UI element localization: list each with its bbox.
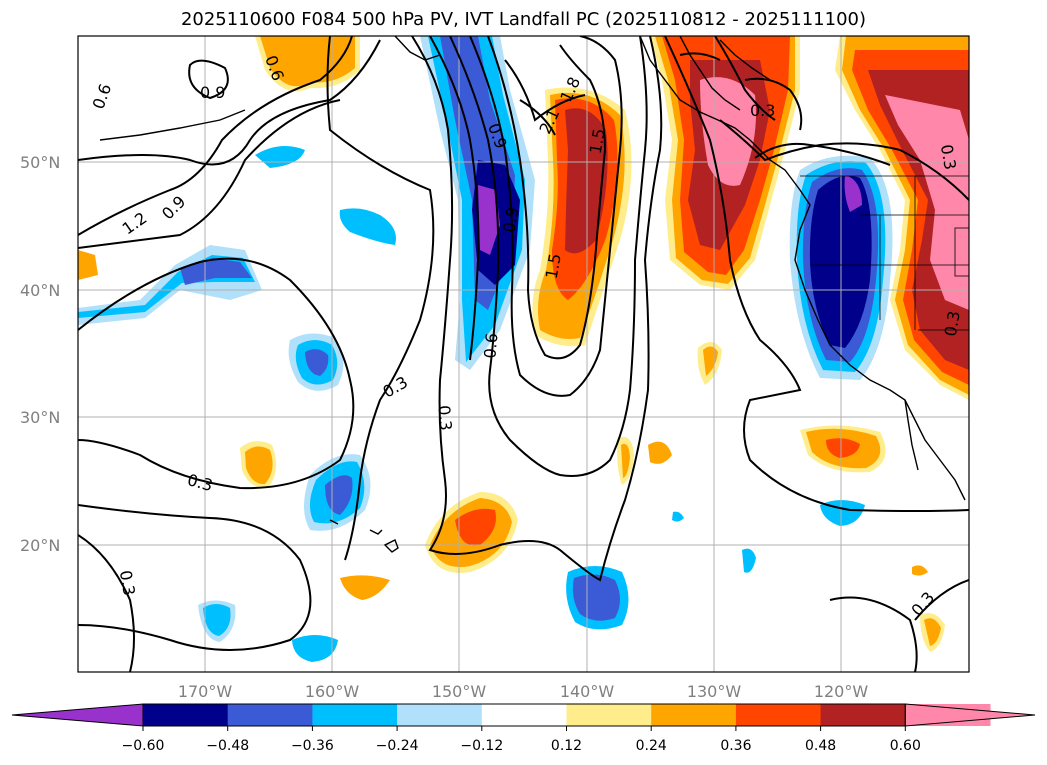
- colorbar-segment: [227, 704, 313, 726]
- colorbar-tick-label: −0.60: [122, 738, 165, 754]
- colorbar-tick-label: −0.36: [291, 738, 334, 754]
- map-frame: [77, 35, 970, 673]
- figure-title: 2025110600 F084 500 hPa PV, IVT Landfall…: [180, 9, 867, 30]
- positive-anomaly-140w: [532, 87, 632, 347]
- pv-label: 0.3: [434, 404, 455, 431]
- colorbar: −0.60 −0.48 −0.36 −0.24 −0.12 0.12 0.24 0.36 0.4…: [11, 703, 1036, 754]
- colorbar-tick-label: −0.48: [206, 738, 249, 754]
- pv-label: 0.6: [480, 332, 501, 359]
- pv-label: 0.3: [941, 309, 964, 337]
- positive-anomaly-small-cells: [78, 36, 945, 652]
- lon-label-130w: 130°W: [687, 682, 742, 701]
- negative-anomaly-small-cells: [198, 146, 865, 662]
- lon-label-150w: 150°W: [432, 682, 487, 701]
- colorbar-segment: [566, 704, 652, 726]
- positive-anomaly-130w: [650, 36, 800, 290]
- colorbar-tick-label: 0.48: [805, 738, 836, 754]
- colorbar-segment: [143, 704, 229, 726]
- lat-label-30n: 30°N: [20, 408, 60, 427]
- coastlines: [99, 36, 966, 553]
- lon-label-170w: 170°W: [178, 682, 233, 701]
- latitude-labels: 50°N 40°N 30°N 20°N: [20, 153, 60, 555]
- pv-label: 0.9: [200, 83, 225, 102]
- colorbar-tick-label: 0.24: [636, 738, 667, 754]
- colorbar-tick-label: 0.60: [890, 738, 921, 754]
- map-area: 0.6 0.9 1.2 0.9 0.6 0.9 2.1 1.8 1.5 1.5 …: [78, 36, 969, 672]
- colorbar-tick-label: −0.24: [376, 738, 419, 754]
- pv-label: 0.3: [750, 101, 775, 120]
- colorbar-segment: [735, 704, 822, 726]
- colorbar-extend-low: [11, 703, 144, 727]
- pv-label: 0.9: [499, 206, 522, 234]
- colorbar-tick-label: −0.12: [460, 738, 503, 754]
- longitude-labels: 170°W 160°W 150°W 140°W 130°W 120°W: [178, 682, 869, 701]
- lat-label-20n: 20°N: [20, 536, 60, 555]
- negative-anomaly-west-pacific: [78, 245, 262, 325]
- lon-label-120w: 120°W: [814, 682, 869, 701]
- lon-label-160w: 160°W: [305, 682, 360, 701]
- colorbar-tick-label: 0.36: [720, 738, 751, 754]
- positive-anomaly-interior-west: [835, 36, 969, 400]
- colorbar-segment: [651, 704, 737, 726]
- lat-label-40n: 40°N: [20, 281, 60, 300]
- graticule: [78, 36, 969, 672]
- colorbar-segment: [820, 704, 906, 726]
- colorbar-segment: [397, 704, 483, 726]
- colorbar-tick-label: 0.12: [551, 738, 582, 754]
- colorbar-segment: [481, 704, 567, 726]
- pv-contour-labels: 0.6 0.9 1.2 0.9 0.6 0.9 2.1 1.8 1.5 1.5 …: [89, 53, 964, 620]
- colorbar-outline: [142, 703, 906, 727]
- pv-contours: [78, 36, 969, 672]
- lon-label-140w: 140°W: [560, 682, 615, 701]
- state-borders: [800, 175, 969, 331]
- pv-label: 0.3: [116, 569, 139, 597]
- pv-label: 1.5: [586, 127, 609, 155]
- pv-label: 1.5: [542, 252, 565, 280]
- colorbar-segment: [312, 704, 398, 726]
- lat-label-50n: 50°N: [20, 153, 60, 172]
- pv-label: 0.3: [937, 143, 960, 171]
